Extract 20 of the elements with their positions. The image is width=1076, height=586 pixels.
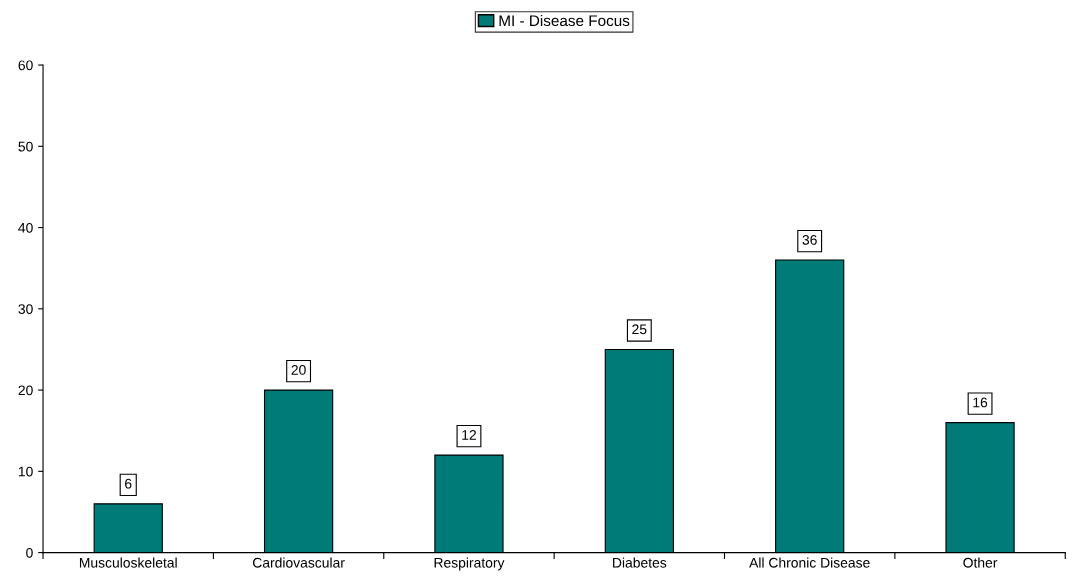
data-label: 16 — [973, 397, 988, 408]
legend-label: MI - Disease Focus — [499, 14, 630, 27]
x-tick-label: All Chronic Disease — [749, 557, 870, 568]
x-tick-label: Musculoskeletal — [79, 557, 177, 568]
data-label: 6 — [125, 478, 132, 489]
data-label: 20 — [291, 365, 306, 375]
y-tick-label: 60 — [18, 60, 33, 71]
data-label: 36 — [802, 234, 817, 245]
y-tick-label: 50 — [18, 141, 33, 152]
x-tick-label: Respiratory — [434, 557, 505, 571]
data-label: 25 — [632, 324, 647, 335]
y-tick-label: 0 — [26, 547, 33, 558]
y-tick-label: 20 — [18, 385, 33, 396]
data-label: 12 — [462, 430, 476, 440]
y-tick-label: 10 — [18, 466, 33, 477]
x-tick-label: Other — [963, 557, 998, 568]
y-tick-label: 40 — [18, 222, 33, 233]
y-tick-label: 30 — [18, 304, 33, 314]
x-tick-label: Diabetes — [613, 557, 667, 568]
x-tick-label: Cardiovascular — [252, 557, 345, 568]
